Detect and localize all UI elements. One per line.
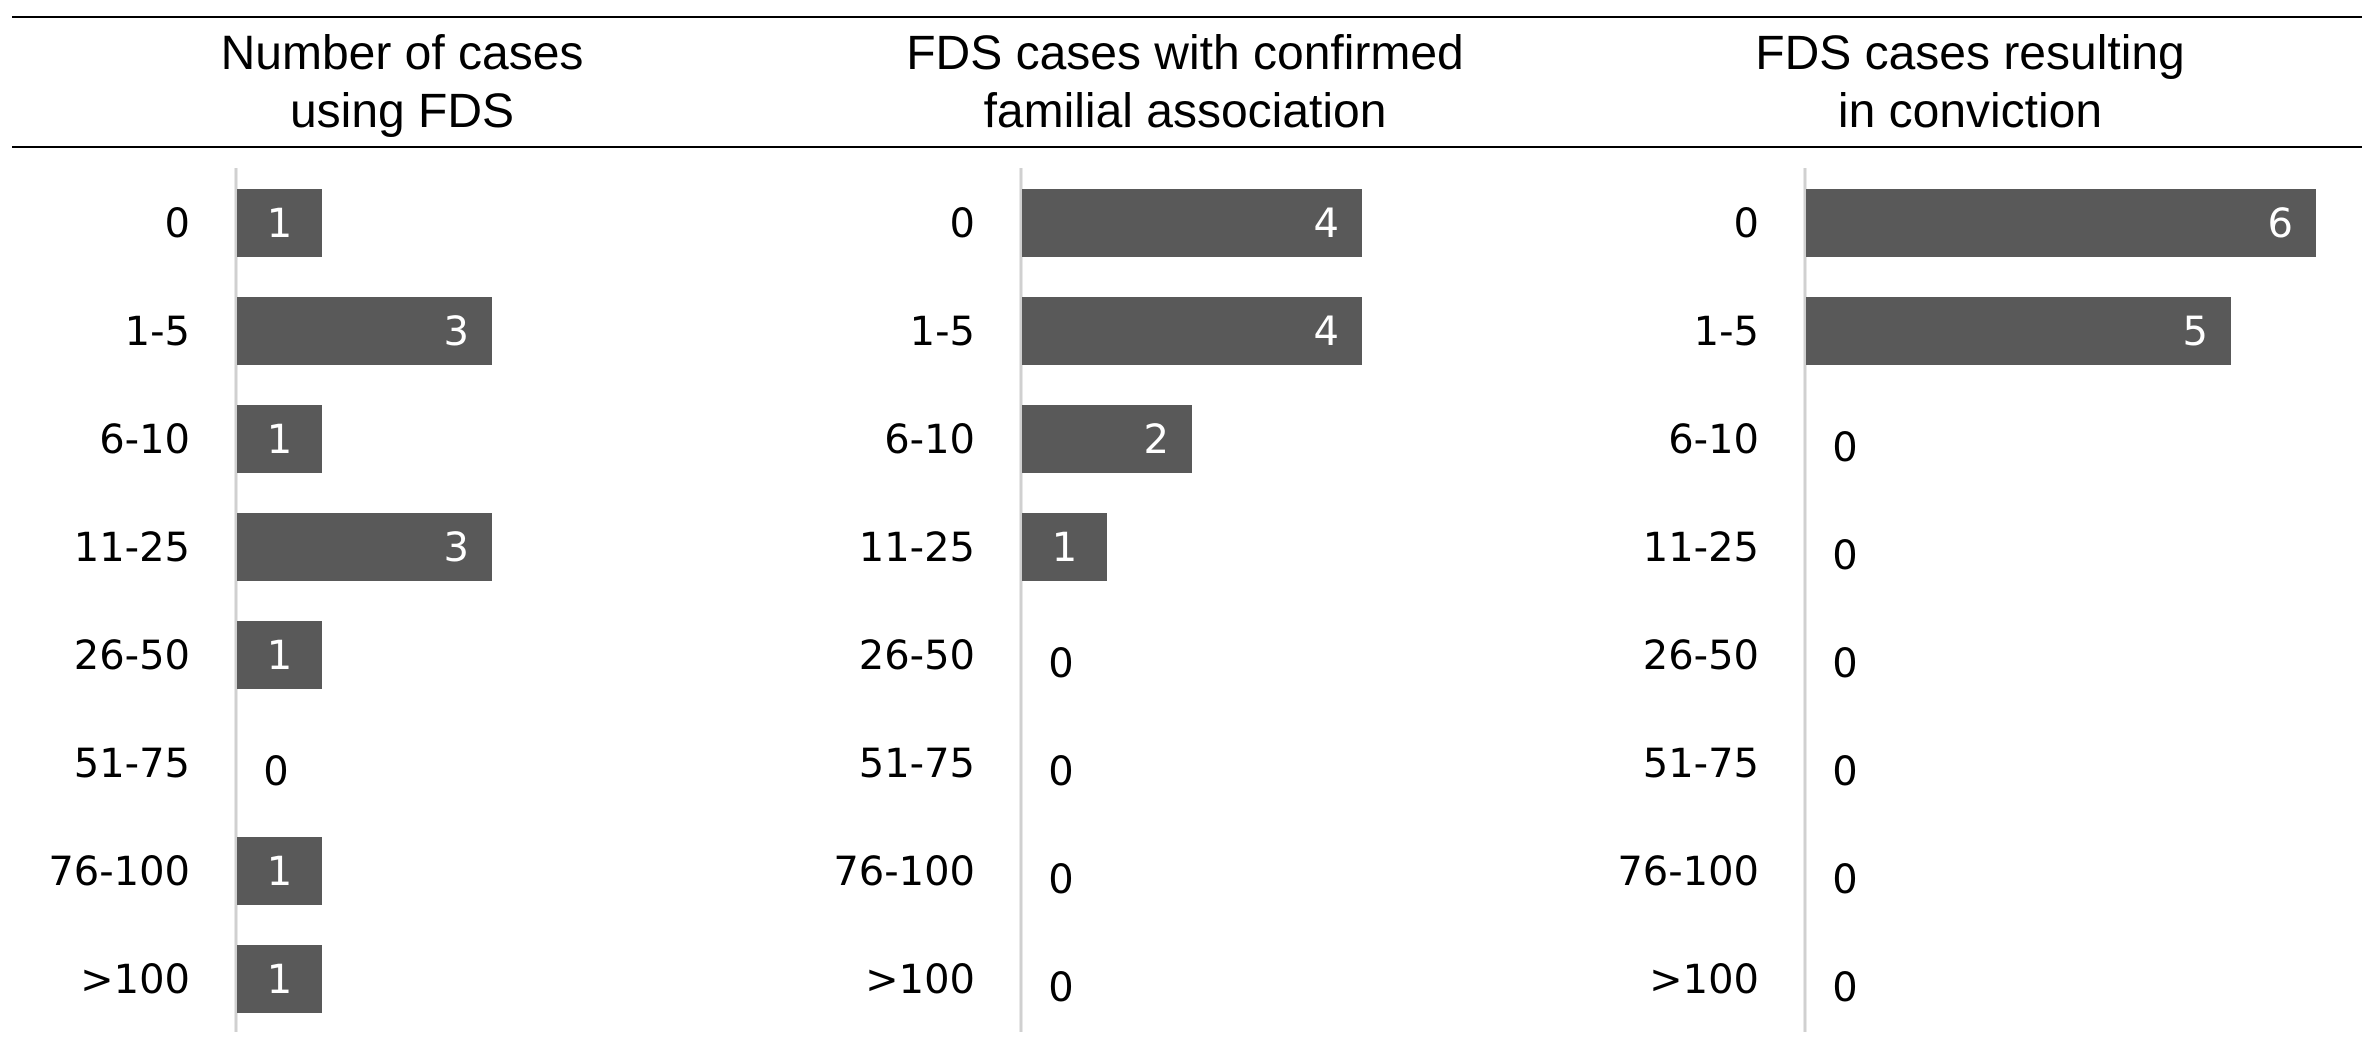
data-label: 0 [1832,857,1857,903]
data-label: 3 [444,309,469,355]
bar [1022,189,1362,257]
category-label: 76-100 [1617,849,1759,895]
category-label: 51-75 [74,741,190,787]
bar [1806,297,2231,365]
bar [237,945,322,1013]
panel-header-line: FDS cases with confirmed [906,27,1464,80]
category-label: 6-10 [99,417,190,463]
bar [1806,189,2316,257]
data-label: 1 [267,849,292,895]
category-label: 26-50 [74,633,190,679]
panel-header-line: familial association [984,85,1387,138]
data-label: 5 [2183,309,2208,355]
category-label: >100 [865,957,975,1003]
category-label: 76-100 [833,849,975,895]
data-label: 2 [1144,417,1169,463]
data-label: 1 [267,417,292,463]
category-label: 0 [1734,201,1759,247]
data-label: 0 [1048,857,1073,903]
category-label: 0 [165,201,190,247]
data-label: 0 [1832,965,1857,1011]
data-label: 0 [1832,749,1857,795]
data-label: 3 [444,525,469,571]
data-label: 1 [267,201,292,247]
category-label: 1-5 [125,309,190,355]
bar [237,837,322,905]
data-label: 4 [1314,201,1339,247]
bar [1022,405,1192,473]
category-label: 6-10 [884,417,975,463]
bar [1022,297,1362,365]
category-label: 1-5 [910,309,975,355]
bar [237,513,492,581]
category-label: 26-50 [859,633,975,679]
panel-header-line: using FDS [290,85,514,138]
category-label: >100 [1649,957,1759,1003]
data-label: 0 [263,749,288,795]
category-label: 11-25 [859,525,975,571]
panel-header-line: Number of cases [221,27,584,80]
category-label: >100 [80,957,190,1003]
category-label: 11-25 [1643,525,1759,571]
data-label: 0 [1832,641,1857,687]
data-label: 4 [1314,309,1339,355]
category-label: 26-50 [1643,633,1759,679]
bar [237,621,322,689]
category-label: 51-75 [1643,741,1759,787]
bar [237,405,322,473]
panel-header-line: FDS cases resulting [1755,27,2185,80]
data-label: 0 [1048,965,1073,1011]
category-label: 0 [950,201,975,247]
data-label: 1 [1052,525,1077,571]
data-label: 0 [1832,425,1857,471]
data-label: 0 [1832,533,1857,579]
bar [237,297,492,365]
category-label: 51-75 [859,741,975,787]
data-label: 1 [267,957,292,1003]
category-label: 11-25 [74,525,190,571]
bar [1022,513,1107,581]
category-label: 1-5 [1694,309,1759,355]
panel-header-line: in conviction [1838,85,2102,138]
data-label: 0 [1048,641,1073,687]
data-label: 6 [2268,201,2293,247]
data-label: 0 [1048,749,1073,795]
data-label: 1 [267,633,292,679]
category-label: 6-10 [1668,417,1759,463]
bar [237,189,322,257]
category-label: 76-100 [48,849,190,895]
